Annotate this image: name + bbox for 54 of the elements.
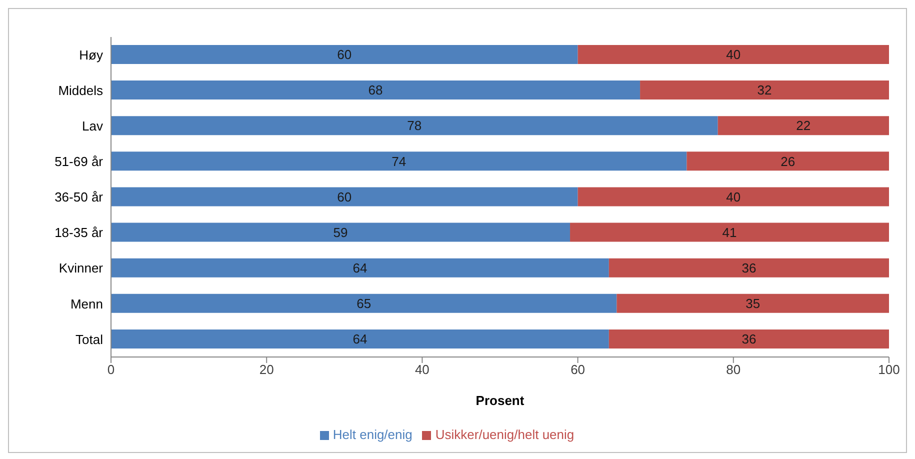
bar <box>111 152 687 171</box>
y-tick-label: Høy <box>79 47 104 62</box>
data-label: 59 <box>333 224 348 240</box>
data-label: 40 <box>726 189 741 204</box>
bar <box>111 222 570 242</box>
y-tick-label: 18-35 år <box>54 225 104 240</box>
x-tick-label: 80 <box>726 362 741 378</box>
y-tick-label: 36-50 år <box>54 190 104 205</box>
y-tick-label: 51-69 år <box>54 154 104 170</box>
data-label: 40 <box>726 47 741 62</box>
data-label: 35 <box>746 296 760 312</box>
bar <box>111 329 609 348</box>
data-label: 60 <box>337 47 352 62</box>
data-label: 60 <box>337 189 352 204</box>
bar <box>718 116 889 136</box>
bar <box>578 45 889 64</box>
y-tick-label: Lav <box>82 118 104 134</box>
data-label: 22 <box>796 118 811 134</box>
bar <box>578 187 889 206</box>
data-label: 41 <box>722 224 737 240</box>
data-label: 64 <box>352 332 368 347</box>
data-label: 64 <box>352 260 368 276</box>
x-tick-label: 0 <box>107 362 115 378</box>
data-label: 78 <box>407 118 422 134</box>
data-label: 68 <box>368 82 383 98</box>
bar <box>686 152 889 171</box>
y-tick-label: Kvinner <box>58 260 104 276</box>
data-label: 32 <box>757 82 772 98</box>
bar <box>570 222 889 242</box>
bar <box>616 294 889 313</box>
data-label: 36 <box>742 260 756 276</box>
bar <box>111 80 640 100</box>
x-tick-label: 60 <box>570 362 586 378</box>
data-label: 26 <box>780 154 796 169</box>
legend-label: Helt enig/enig <box>332 427 412 442</box>
data-label: 74 <box>392 154 406 169</box>
bar <box>111 45 578 64</box>
bar <box>111 294 617 313</box>
data-label: 36 <box>742 332 756 347</box>
bar <box>608 258 889 278</box>
y-tick-label: Total <box>76 332 104 347</box>
bar <box>111 258 609 278</box>
x-tick-label: 100 <box>878 362 900 378</box>
bar <box>608 329 889 348</box>
x-tick-label: 40 <box>414 362 430 378</box>
legend-label: Usikker/uenig/helt uenig <box>435 427 574 442</box>
data-label: 65 <box>356 296 372 312</box>
x-axis-title: Prosent <box>476 393 525 408</box>
y-tick-label: Menn <box>70 296 103 312</box>
x-tick-label: 20 <box>259 362 274 378</box>
y-tick-label: Middels <box>58 82 104 98</box>
bar <box>640 80 889 100</box>
bar <box>111 187 578 206</box>
bar <box>111 116 718 136</box>
